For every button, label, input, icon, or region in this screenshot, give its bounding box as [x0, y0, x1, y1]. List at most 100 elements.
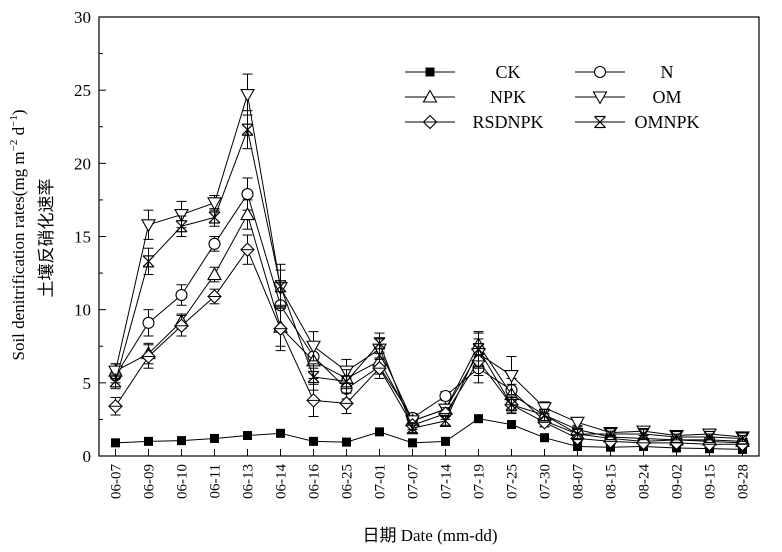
legend-marker	[594, 115, 606, 129]
marker-stroke	[604, 428, 617, 440]
x-tick-label: 08-15	[604, 464, 620, 499]
marker-stroke	[670, 431, 683, 443]
data-point	[441, 436, 450, 446]
x-tick-label: 07-30	[538, 464, 554, 499]
legend-label: OM	[652, 87, 681, 107]
data-point	[703, 430, 716, 444]
x-axis-title: 日期 Date (mm-dd)	[362, 526, 497, 545]
marker-stroke	[109, 375, 122, 388]
data-point	[141, 219, 156, 233]
x-tick-label: 06-14	[274, 464, 290, 499]
data-point	[210, 433, 219, 443]
x-tick-label: 07-19	[472, 464, 488, 499]
legend-item-npk: NPK	[405, 87, 526, 107]
data-point	[273, 321, 288, 336]
data-point	[144, 436, 153, 446]
y-axis-title-part: d	[9, 126, 28, 139]
data-point	[406, 422, 419, 435]
series-omnpk	[109, 110, 749, 445]
data-point	[240, 89, 255, 103]
data-point	[408, 438, 417, 448]
marker-stroke	[439, 414, 452, 427]
marker-stroke	[538, 409, 551, 421]
legend-marker	[593, 65, 607, 79]
marker-stroke	[571, 428, 584, 440]
series-line	[115, 127, 743, 439]
data-point	[174, 209, 189, 223]
y-tick-label: 15	[74, 228, 91, 247]
marker-stroke	[637, 428, 650, 440]
x-tick-label: 06-07	[109, 464, 125, 499]
legend-marker	[425, 67, 435, 77]
data-point	[142, 316, 155, 329]
marker-stroke	[736, 432, 749, 445]
data-point	[537, 402, 552, 416]
y-tick-label: 30	[74, 8, 91, 27]
y-tick-label: 5	[83, 374, 92, 393]
data-point	[175, 288, 188, 302]
data-point	[306, 340, 321, 354]
data-point	[373, 337, 386, 350]
data-point	[340, 375, 353, 388]
x-tick-label: 07-01	[373, 464, 389, 499]
legend-label: NPK	[490, 87, 526, 107]
marker-stroke	[340, 375, 353, 388]
y-tick-label: 0	[83, 447, 92, 466]
y-tick-label: 20	[74, 154, 91, 173]
marker-stroke	[208, 211, 221, 224]
data-point	[307, 370, 320, 384]
marker-stroke	[175, 220, 188, 233]
marker-stroke	[241, 123, 254, 136]
data-point	[243, 431, 252, 441]
marker-stroke	[703, 431, 716, 443]
legend-marker	[422, 89, 438, 103]
legend-item-om: OM	[575, 87, 682, 107]
marker-stroke	[373, 337, 386, 350]
y-axis-title-chinese: 土壤反硝化速率	[36, 179, 56, 298]
data-point	[504, 369, 519, 384]
y-axis-title-sup: −2	[8, 140, 20, 152]
data-point	[177, 436, 186, 446]
data-point	[141, 349, 156, 364]
data-point	[240, 206, 255, 221]
data-point	[207, 266, 222, 281]
x-tick-label: 06-13	[241, 464, 257, 499]
data-point	[736, 432, 749, 445]
data-point	[208, 211, 221, 224]
legend-item-ck: CK	[405, 62, 521, 82]
data-point	[207, 197, 222, 211]
x-tick-label: 08-24	[637, 464, 653, 499]
legend-item-rsdnpk: RSDNPK	[405, 112, 544, 132]
data-point	[309, 436, 318, 446]
marker-stroke	[594, 116, 606, 128]
y-tick-label: 10	[74, 301, 91, 320]
data-point	[439, 389, 452, 403]
data-point	[538, 408, 551, 422]
data-point	[474, 414, 483, 424]
marker-stroke	[472, 343, 485, 356]
x-tick-label: 09-15	[703, 464, 719, 499]
data-point	[241, 123, 254, 136]
data-point	[375, 427, 384, 437]
x-tick-label: 07-14	[439, 464, 455, 499]
legend: CK N NPK OM RSDNPK OMNPK	[405, 62, 700, 132]
series-layer	[108, 73, 750, 454]
data-point	[670, 430, 683, 444]
marker-stroke	[406, 422, 419, 435]
marker-stroke	[274, 280, 287, 293]
x-tick-label: 06-25	[340, 464, 356, 499]
series-line	[115, 192, 743, 444]
data-point	[306, 393, 321, 408]
data-point	[372, 360, 387, 376]
series-rsdnpk	[108, 234, 750, 452]
legend-item-n: N	[575, 62, 674, 82]
data-point	[208, 237, 221, 250]
data-point	[570, 416, 585, 430]
y-axis-title: Soil denitrification rates(mg m−2 d−1)	[8, 109, 28, 360]
data-point	[339, 396, 354, 411]
data-point	[175, 220, 188, 233]
x-tick-label: 06-09	[142, 464, 158, 499]
data-point	[241, 188, 254, 201]
legend-label: RSDNPK	[472, 112, 543, 132]
y-axis-title-part: )	[9, 109, 28, 115]
